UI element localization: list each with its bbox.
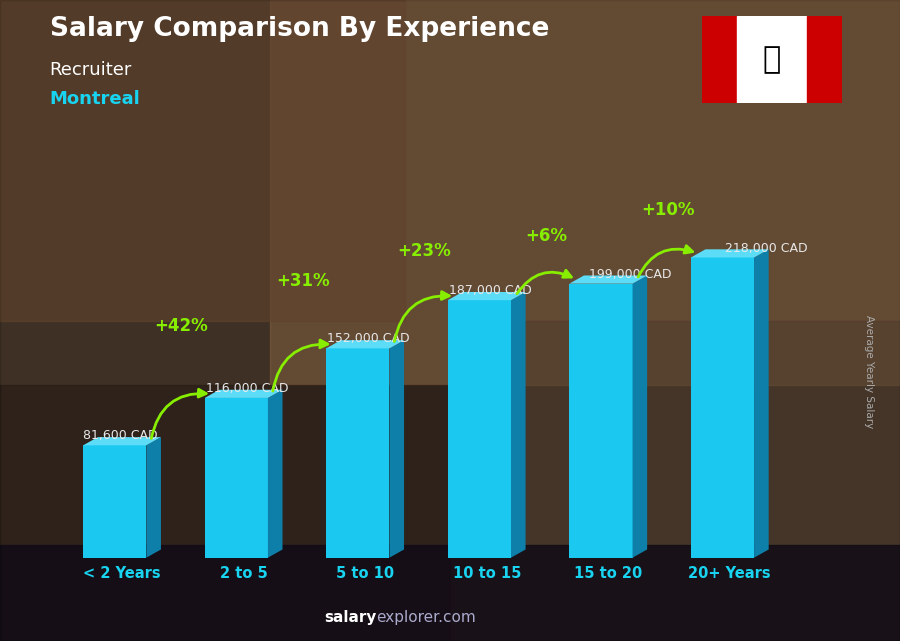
Polygon shape [633, 276, 647, 558]
Polygon shape [83, 445, 147, 558]
Text: 199,000 CAD: 199,000 CAD [589, 268, 671, 281]
Text: +6%: +6% [525, 228, 567, 246]
Text: 218,000 CAD: 218,000 CAD [724, 242, 807, 254]
Text: 81,600 CAD: 81,600 CAD [83, 429, 158, 442]
Polygon shape [754, 249, 769, 558]
Polygon shape [268, 390, 283, 558]
Bar [702, 16, 737, 103]
Polygon shape [570, 284, 633, 558]
Polygon shape [511, 292, 526, 558]
Text: Average Yearly Salary: Average Yearly Salary [863, 315, 874, 428]
Polygon shape [691, 249, 769, 258]
Polygon shape [147, 437, 161, 558]
Bar [450, 320, 900, 641]
Polygon shape [390, 340, 404, 558]
Bar [0, 385, 450, 641]
Text: Recruiter: Recruiter [50, 61, 132, 79]
Polygon shape [204, 398, 268, 558]
Text: salary: salary [324, 610, 376, 625]
Text: Salary Comparison By Experience: Salary Comparison By Experience [50, 16, 549, 42]
Polygon shape [691, 258, 754, 558]
Polygon shape [327, 340, 404, 348]
Text: +42%: +42% [155, 317, 208, 335]
Bar [270, 0, 900, 385]
Polygon shape [327, 348, 390, 558]
Polygon shape [204, 390, 283, 398]
Polygon shape [570, 276, 647, 284]
Polygon shape [448, 300, 511, 558]
Bar [0, 545, 900, 641]
Text: +10%: +10% [641, 201, 694, 219]
Text: explorer.com: explorer.com [376, 610, 476, 625]
Text: +31%: +31% [276, 272, 329, 290]
Text: +23%: +23% [398, 242, 451, 260]
Polygon shape [448, 292, 526, 300]
Bar [806, 16, 842, 103]
Text: 🍁: 🍁 [762, 45, 781, 74]
Polygon shape [83, 437, 161, 445]
Text: 152,000 CAD: 152,000 CAD [328, 333, 410, 345]
Bar [737, 16, 806, 103]
Text: Montreal: Montreal [50, 90, 140, 108]
Text: 187,000 CAD: 187,000 CAD [449, 284, 532, 297]
Bar [0, 0, 405, 320]
Text: 116,000 CAD: 116,000 CAD [206, 382, 288, 395]
